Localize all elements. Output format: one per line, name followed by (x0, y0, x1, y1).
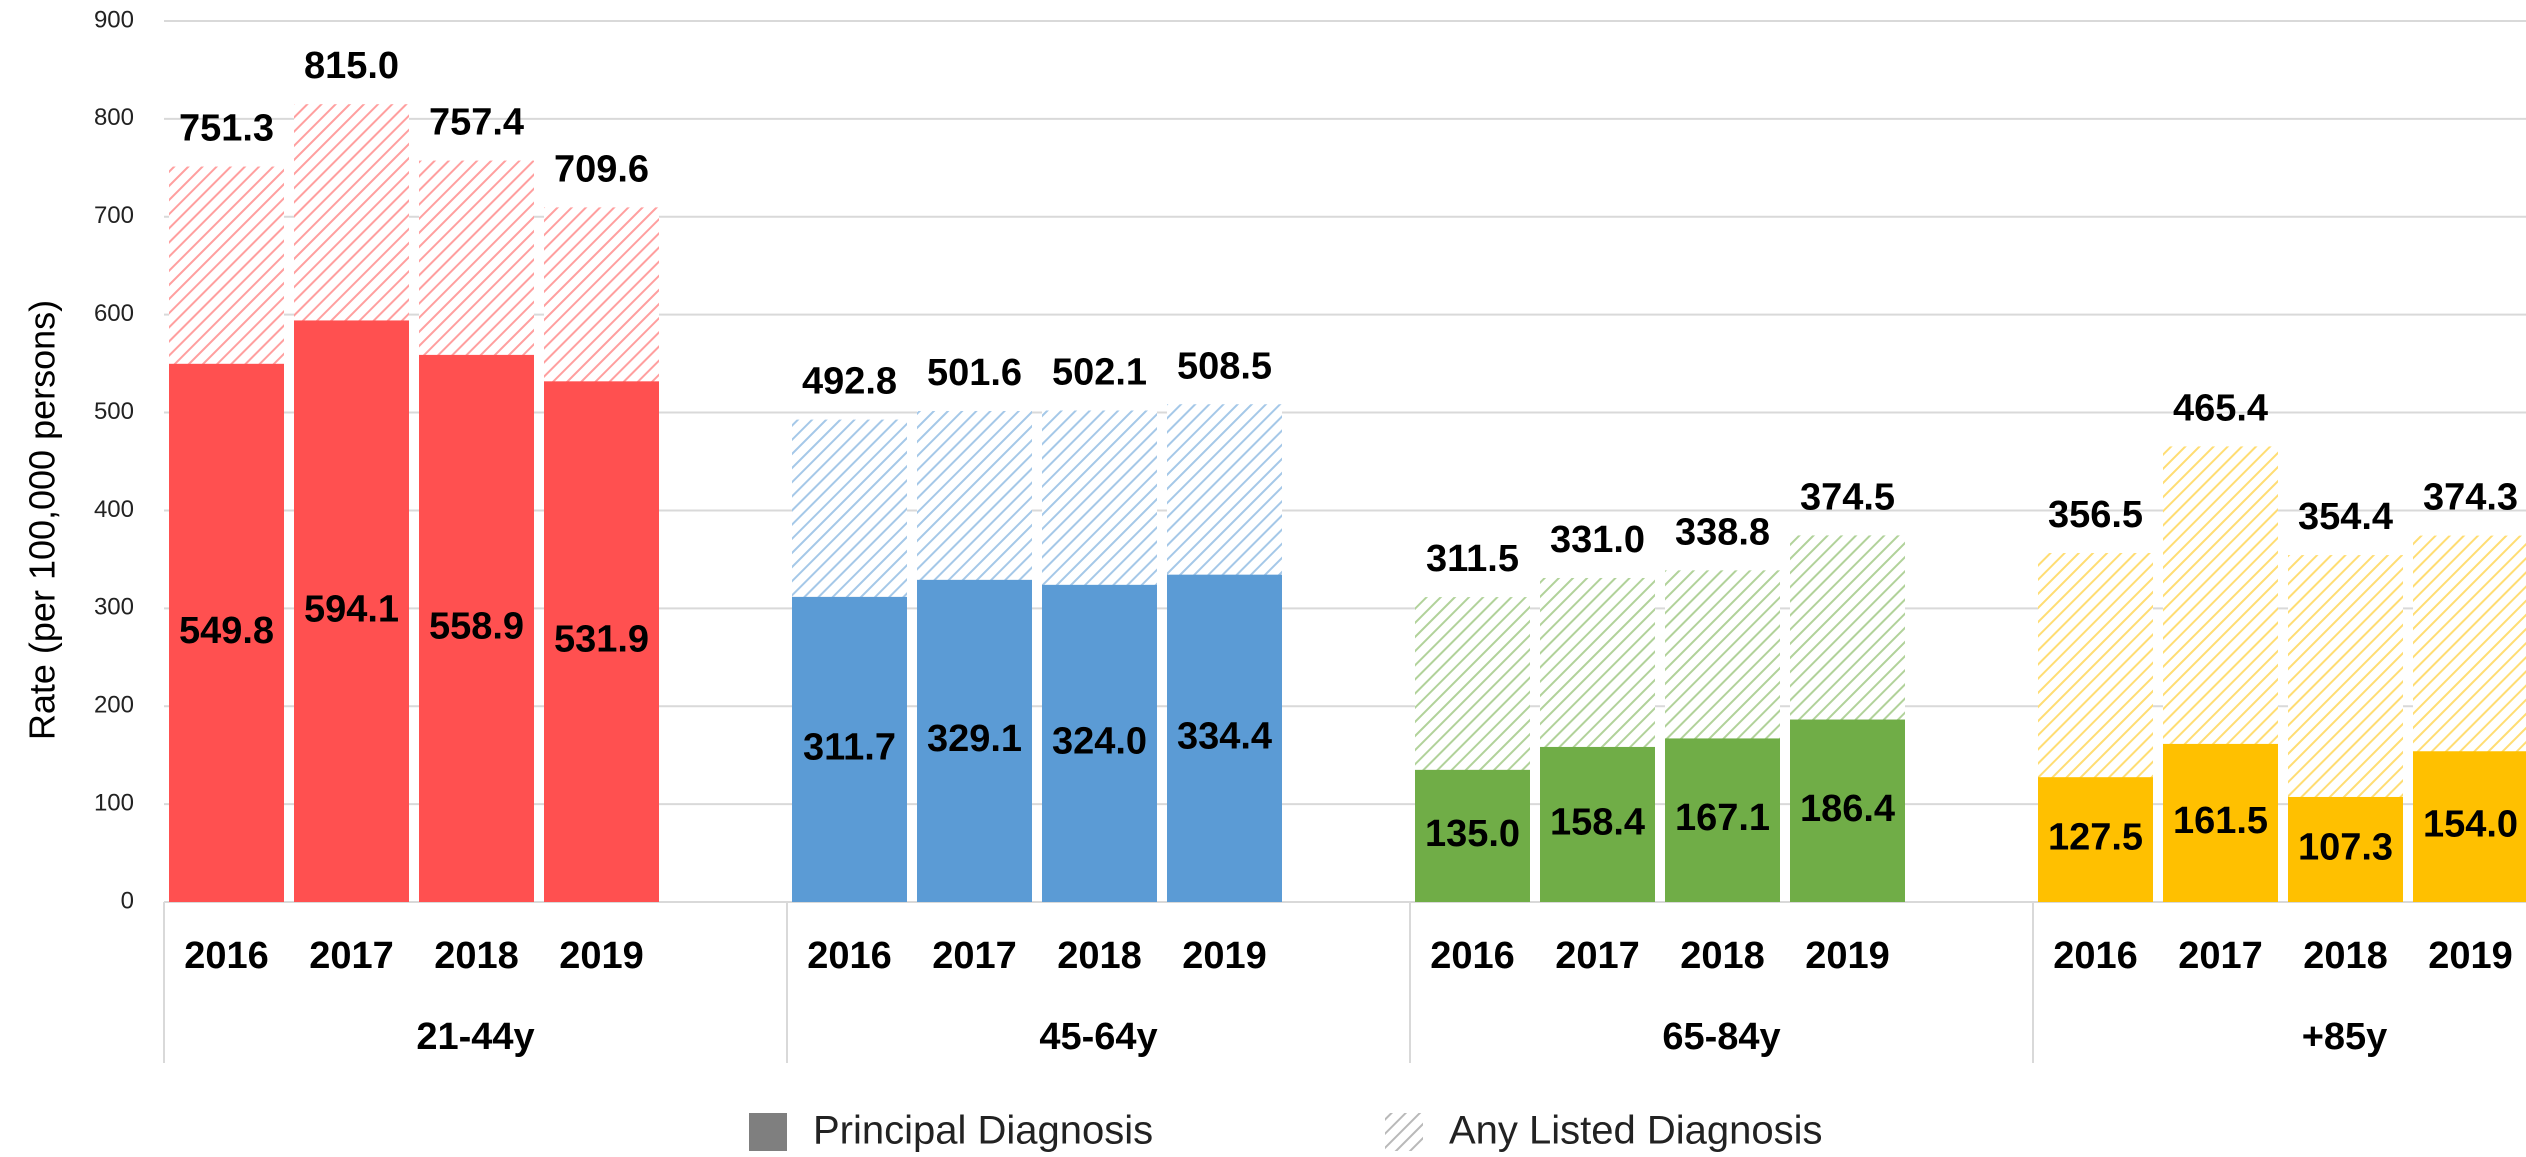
y-tick-label: 200 (94, 692, 134, 719)
group-label: 45-64y (1039, 1016, 1157, 1058)
bar-principal (1167, 574, 1282, 902)
y-tick-label: 700 (94, 202, 134, 229)
bar-principal (917, 579, 1032, 902)
x-tick-label: 2016 (1430, 935, 1515, 977)
bar-principal (544, 381, 659, 903)
value-label: 135.0 (1425, 813, 1520, 855)
value-label: 334.4 (1177, 715, 1272, 757)
bar-principal (2163, 743, 2278, 902)
value-label: 594.1 (304, 588, 399, 630)
x-tick-label: 2019 (559, 935, 644, 977)
y-tick-label: 900 (94, 6, 134, 33)
value-label: 492.8 (802, 361, 897, 403)
bar-principal (169, 363, 284, 902)
value-label: 508.5 (1177, 345, 1272, 387)
value-label: 374.3 (2423, 477, 2518, 519)
x-tick-label: 2017 (932, 935, 1017, 977)
value-label: 815.0 (304, 45, 399, 87)
value-label: 751.3 (179, 108, 274, 150)
x-tick-label: 2018 (434, 935, 519, 977)
value-label: 338.8 (1675, 511, 1770, 553)
group-label: 21-44y (416, 1016, 534, 1058)
value-label: 558.9 (429, 605, 524, 647)
x-tick-label: 2019 (2428, 935, 2513, 977)
y-tick-label: 300 (94, 594, 134, 621)
x-tick-label: 2016 (807, 935, 892, 977)
x-tick-label: 2018 (1057, 935, 1142, 977)
x-tick-label: 2016 (2053, 935, 2138, 977)
bar-principal (1540, 746, 1655, 902)
value-label: 311.5 (1426, 538, 1519, 580)
value-label: 158.4 (1550, 802, 1645, 844)
legend-swatch (749, 1113, 787, 1151)
value-label: 167.1 (1675, 797, 1770, 839)
x-tick-label: 2018 (1680, 935, 1765, 977)
bar-principal (1415, 769, 1530, 902)
group-label: 65-84y (1662, 1016, 1780, 1058)
x-tick-label: 2017 (1555, 935, 1640, 977)
y-tick-label: 600 (94, 300, 134, 327)
y-tick-label: 800 (94, 104, 134, 131)
x-tick-label: 2018 (2303, 935, 2388, 977)
value-label: 465.4 (2173, 387, 2268, 429)
value-label: 161.5 (2173, 800, 2268, 842)
x-tick-label: 2016 (184, 935, 269, 977)
value-label: 331.0 (1550, 519, 1645, 561)
value-label: 107.3 (2298, 827, 2393, 869)
x-tick-label: 2019 (1805, 935, 1890, 977)
value-label: 757.4 (429, 102, 524, 144)
legend-swatch (1385, 1113, 1423, 1151)
bar-principal (419, 354, 534, 902)
value-label: 311.7 (803, 726, 896, 768)
x-tick-label: 2017 (2178, 935, 2263, 977)
bar-principal (1042, 584, 1157, 902)
value-label: 549.8 (179, 610, 274, 652)
y-tick-label: 400 (94, 496, 134, 523)
bar-principal (1790, 719, 1905, 902)
value-label: 501.6 (927, 352, 1022, 394)
bar-principal (294, 320, 409, 902)
value-label: 709.6 (554, 148, 649, 190)
bar-principal (2038, 777, 2153, 902)
y-axis-title: Rate (per 100,000 persons) (22, 300, 63, 740)
value-label: 354.4 (2298, 496, 2393, 538)
value-label: 502.1 (1052, 352, 1147, 394)
y-tick-label: 0 (121, 887, 134, 914)
value-label: 324.0 (1052, 720, 1147, 762)
value-label: 154.0 (2423, 804, 2518, 846)
y-tick-label: 100 (94, 789, 134, 816)
value-label: 374.5 (1800, 476, 1895, 518)
value-label: 186.4 (1800, 788, 1895, 830)
bar-principal (2413, 751, 2526, 902)
bar-principal (2288, 796, 2403, 902)
value-label: 329.1 (927, 718, 1022, 760)
y-tick-label: 500 (94, 398, 134, 425)
value-label: 356.5 (2048, 494, 2143, 536)
group-label: +85y (2302, 1016, 2388, 1058)
value-label: 531.9 (554, 619, 649, 661)
bar-principal (1665, 738, 1780, 902)
x-tick-label: 2019 (1182, 935, 1267, 977)
x-tick-label: 2017 (309, 935, 394, 977)
legend-label: Any Listed Diagnosis (1449, 1109, 1823, 1153)
value-label: 127.5 (2048, 817, 2143, 859)
bar-principal (792, 596, 907, 902)
legend-label: Principal Diagnosis (813, 1109, 1153, 1153)
